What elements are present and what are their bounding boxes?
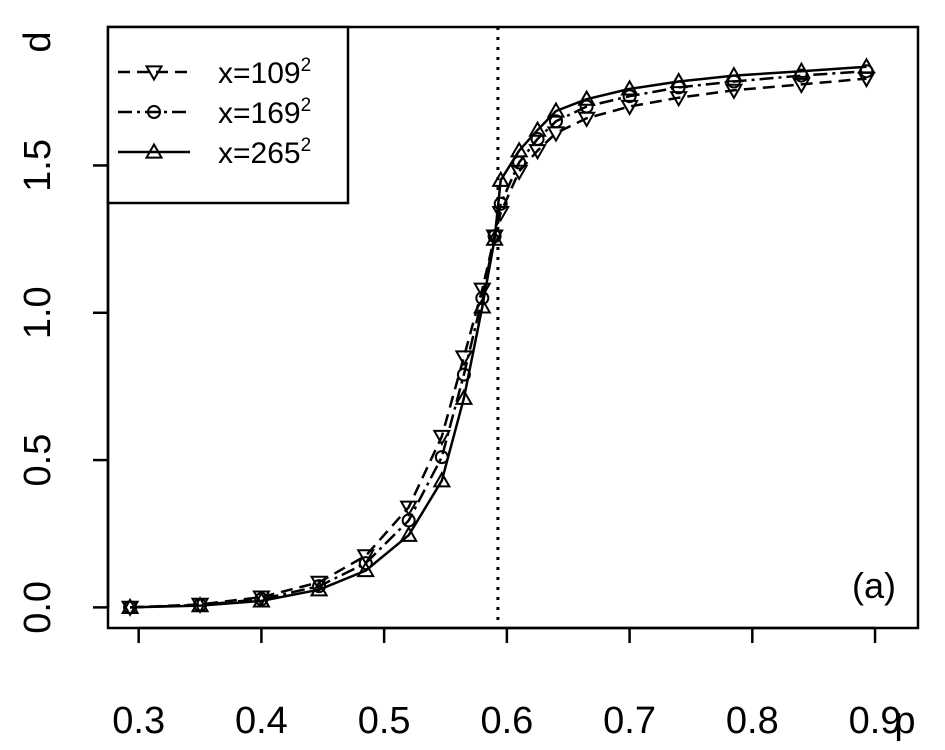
data-point	[509, 141, 529, 158]
data-point	[724, 66, 744, 83]
data-point	[579, 99, 594, 114]
data-point	[120, 597, 140, 615]
legend-item-2: x=1692	[118, 95, 311, 130]
legend-marker	[144, 142, 164, 159]
data-point	[356, 549, 375, 566]
series-line-3	[130, 65, 867, 609]
legend-marker	[144, 65, 164, 82]
x-tick-label: 0.7	[603, 700, 656, 742]
data-point	[473, 297, 492, 314]
series-3	[120, 57, 876, 615]
data-point	[620, 79, 639, 96]
x-axis-label: p	[894, 700, 915, 742]
legend: x=1092 x=1692 x=2652	[106, 25, 350, 205]
y-tick-label: 1.0	[17, 286, 59, 339]
x-tick-label: 0.4	[235, 700, 288, 742]
data-point	[792, 61, 811, 78]
data-point	[622, 89, 637, 104]
y-tick-label: 0.0	[17, 581, 59, 634]
panel-label: (a)	[852, 565, 896, 606]
data-point	[792, 77, 811, 94]
data-point	[356, 561, 375, 578]
data-point	[546, 101, 566, 118]
legend-item-3: x=2652	[118, 135, 311, 170]
data-point	[399, 525, 418, 542]
x-tick-label: 0.3	[112, 700, 165, 742]
data-point	[857, 57, 876, 74]
y-tick-label: 0.5	[17, 434, 59, 487]
x-tick-label: 0.8	[726, 700, 779, 742]
data-point	[530, 131, 545, 146]
data-point	[548, 114, 563, 129]
legend-marker	[147, 105, 161, 119]
x-tick-label: 0.9	[849, 700, 902, 742]
legend-label: x=2652	[218, 135, 311, 170]
data-point	[432, 471, 452, 488]
data-point	[724, 83, 744, 100]
x-tick-label: 0.6	[480, 700, 533, 742]
data-point	[620, 99, 639, 117]
data-point	[399, 500, 418, 517]
y-axis-label: d	[17, 31, 59, 52]
data-point	[454, 350, 474, 367]
data-point	[493, 196, 508, 211]
data-point	[669, 91, 688, 108]
data-point	[577, 89, 596, 106]
legend-label: x=1092	[218, 55, 311, 90]
data-point	[528, 120, 547, 137]
data-point	[190, 596, 210, 613]
data-point	[309, 580, 329, 597]
series-line-2	[130, 69, 867, 609]
data-point	[454, 388, 474, 405]
x-tick-label: 0.5	[358, 700, 411, 742]
data-point	[485, 229, 504, 246]
y-tick-label: 1.5	[17, 139, 59, 192]
data-point	[669, 71, 688, 89]
data-point	[432, 429, 452, 447]
data-point	[491, 170, 510, 187]
legend-item-1: x=1092	[118, 55, 311, 90]
legend-label: x=1692	[218, 95, 311, 130]
data-point	[252, 591, 271, 608]
